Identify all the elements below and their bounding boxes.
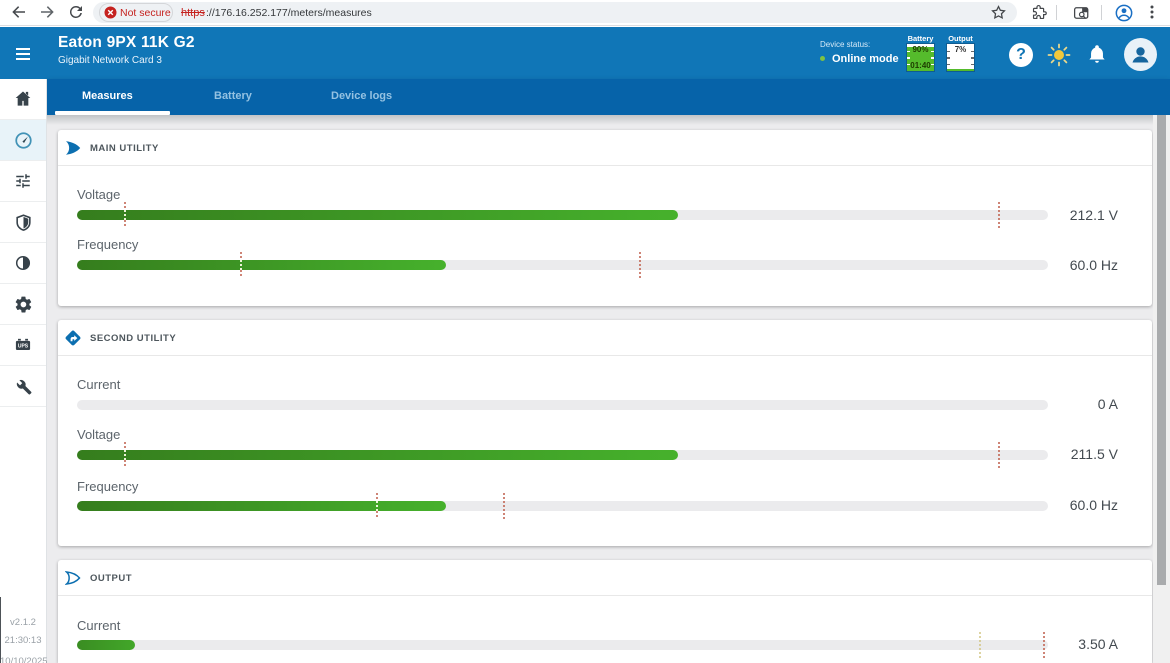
svg-text:UPS: UPS — [18, 344, 29, 350]
